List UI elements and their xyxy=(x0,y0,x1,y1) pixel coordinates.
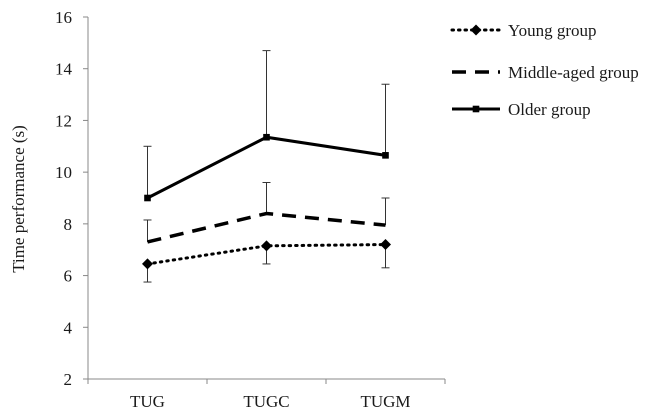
legend-label: Young group xyxy=(508,21,597,40)
series-line-0 xyxy=(146,243,387,266)
legend-label: Middle-aged group xyxy=(508,63,639,82)
y-tick-label: 14 xyxy=(55,60,73,79)
x-tick-label: TUGM xyxy=(360,392,410,411)
data-point xyxy=(382,152,389,159)
series-markers xyxy=(142,133,391,270)
x-tick-label: TUG xyxy=(130,392,165,411)
legend-swatch-marker xyxy=(472,105,480,113)
y-tick-label: 6 xyxy=(64,267,73,286)
series-line-1 xyxy=(147,211,386,244)
data-point xyxy=(380,239,391,251)
x-tick-label: TUGC xyxy=(243,392,289,411)
data-point xyxy=(263,133,270,141)
data-point xyxy=(261,240,272,252)
data-point xyxy=(142,258,153,270)
error-bars xyxy=(143,50,390,283)
y-tick-label: 8 xyxy=(64,215,73,234)
data-point xyxy=(144,194,151,202)
y-tick-label: 16 xyxy=(55,8,72,27)
y-tick-label: 10 xyxy=(55,163,72,182)
axes xyxy=(83,16,446,384)
y-axis-title: Time performance (s) xyxy=(9,125,28,273)
legend-label: Older group xyxy=(508,100,591,119)
legend: Young group Middle-aged group Older group xyxy=(450,21,639,119)
x-tick-labels: TUG TUGC TUGM xyxy=(130,392,411,411)
y-tick-label: 12 xyxy=(55,111,72,130)
legend-swatch-marker xyxy=(470,24,482,36)
y-tick-label: 4 xyxy=(64,318,73,337)
y-tick-labels: 2 4 6 8 10 12 14 16 xyxy=(55,8,73,389)
y-tick-label: 2 xyxy=(64,370,73,389)
